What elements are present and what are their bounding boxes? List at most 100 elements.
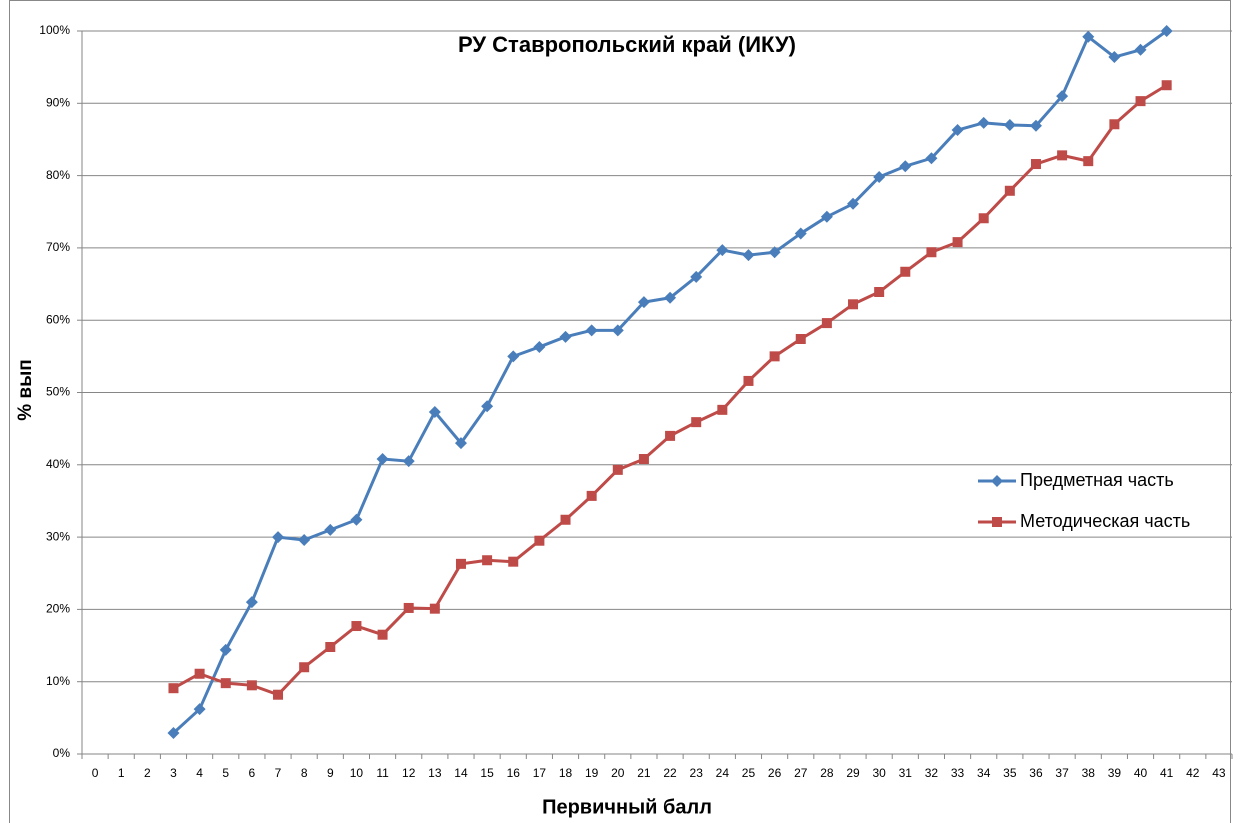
marker — [717, 404, 728, 415]
x-tick-label: 24 — [716, 766, 730, 780]
marker — [246, 680, 257, 691]
marker — [1056, 90, 1069, 103]
x-tick-label: 38 — [1082, 766, 1096, 780]
marker — [1160, 25, 1173, 37]
marker — [1057, 150, 1068, 161]
marker — [351, 621, 362, 632]
marker — [977, 116, 990, 129]
x-tick-label: 8 — [301, 766, 308, 780]
marker — [991, 475, 1003, 487]
marker — [1109, 119, 1120, 130]
marker — [637, 296, 650, 309]
x-tick-label: 1 — [118, 766, 125, 780]
y-tick-label: 30% — [46, 529, 70, 543]
marker — [743, 375, 754, 386]
marker — [992, 517, 1002, 527]
y-tick-label: 90% — [46, 95, 70, 109]
x-tick-label: 0 — [92, 766, 99, 780]
x-tick-label: 31 — [899, 766, 913, 780]
y-tick-label: 80% — [46, 168, 70, 182]
marker — [665, 430, 676, 441]
marker — [1083, 156, 1094, 167]
x-tick-label: 5 — [222, 766, 229, 780]
marker — [454, 437, 467, 450]
marker — [612, 464, 623, 475]
marker — [795, 333, 806, 344]
x-tick-label: 10 — [350, 766, 364, 780]
x-tick-label: 30 — [872, 766, 886, 780]
marker — [899, 160, 912, 173]
x-tick-label: 23 — [690, 766, 704, 780]
marker — [350, 513, 363, 526]
marker — [1004, 185, 1015, 196]
x-tick-label: 4 — [196, 766, 203, 780]
marker — [952, 237, 963, 248]
marker — [848, 299, 859, 310]
y-tick-label: 0% — [53, 746, 71, 760]
series-line — [172, 83, 1168, 697]
marker — [482, 555, 493, 566]
y-tick-label: 10% — [46, 674, 70, 688]
x-tick-label: 39 — [1108, 766, 1122, 780]
marker — [586, 490, 597, 501]
marker — [664, 291, 677, 304]
marker — [324, 523, 337, 536]
marker — [716, 244, 729, 257]
marker — [1161, 80, 1172, 91]
marker — [220, 678, 231, 689]
marker — [272, 531, 285, 544]
marker — [299, 662, 310, 673]
marker — [455, 558, 466, 569]
marker — [1029, 119, 1042, 132]
x-tick-label: 33 — [951, 766, 965, 780]
marker — [768, 246, 781, 259]
chart-title: РУ Ставропольский край (ИКУ) — [458, 32, 796, 57]
marker — [559, 330, 572, 343]
x-tick-label: 11 — [376, 766, 389, 780]
x-tick-label: 21 — [637, 766, 651, 780]
marker — [691, 417, 702, 428]
y-tick-label: 70% — [46, 240, 70, 254]
marker — [376, 453, 389, 466]
marker — [821, 318, 832, 329]
x-tick-label: 3 — [170, 766, 177, 780]
marker — [1135, 96, 1146, 107]
marker — [926, 247, 937, 258]
marker — [900, 266, 911, 277]
marker — [1003, 118, 1016, 131]
marker — [508, 556, 519, 567]
marker — [1082, 30, 1095, 43]
marker — [585, 324, 598, 337]
marker — [794, 227, 807, 240]
marker — [168, 683, 179, 694]
marker — [193, 703, 206, 716]
marker — [1030, 159, 1041, 170]
x-tick-label: 18 — [559, 766, 573, 780]
marker — [925, 152, 938, 165]
x-tick-label: 36 — [1029, 766, 1043, 780]
marker — [847, 197, 860, 210]
x-tick-label: 28 — [820, 766, 834, 780]
x-tick-label: 35 — [1003, 766, 1017, 780]
y-tick-label: 40% — [46, 457, 70, 471]
marker — [219, 643, 232, 656]
x-tick-label: 40 — [1134, 766, 1148, 780]
y-axis-title: % вып — [15, 359, 36, 421]
y-tick-label: 50% — [46, 385, 70, 399]
legend-label: Методическая часть — [1020, 511, 1190, 531]
x-tick-label: 41 — [1160, 766, 1174, 780]
x-tick-label: 19 — [585, 766, 599, 780]
y-tick-label: 20% — [46, 602, 70, 616]
x-tick-label: 25 — [742, 766, 756, 780]
marker — [428, 406, 441, 419]
x-tick-label: 43 — [1212, 766, 1226, 780]
x-axis-title: Первичный балл — [542, 796, 712, 818]
marker — [167, 727, 180, 740]
marker — [690, 270, 703, 283]
marker — [533, 340, 546, 353]
marker — [560, 514, 571, 525]
x-tick-label: 17 — [533, 766, 547, 780]
marker — [873, 171, 886, 184]
marker — [638, 454, 649, 465]
marker — [194, 668, 205, 679]
